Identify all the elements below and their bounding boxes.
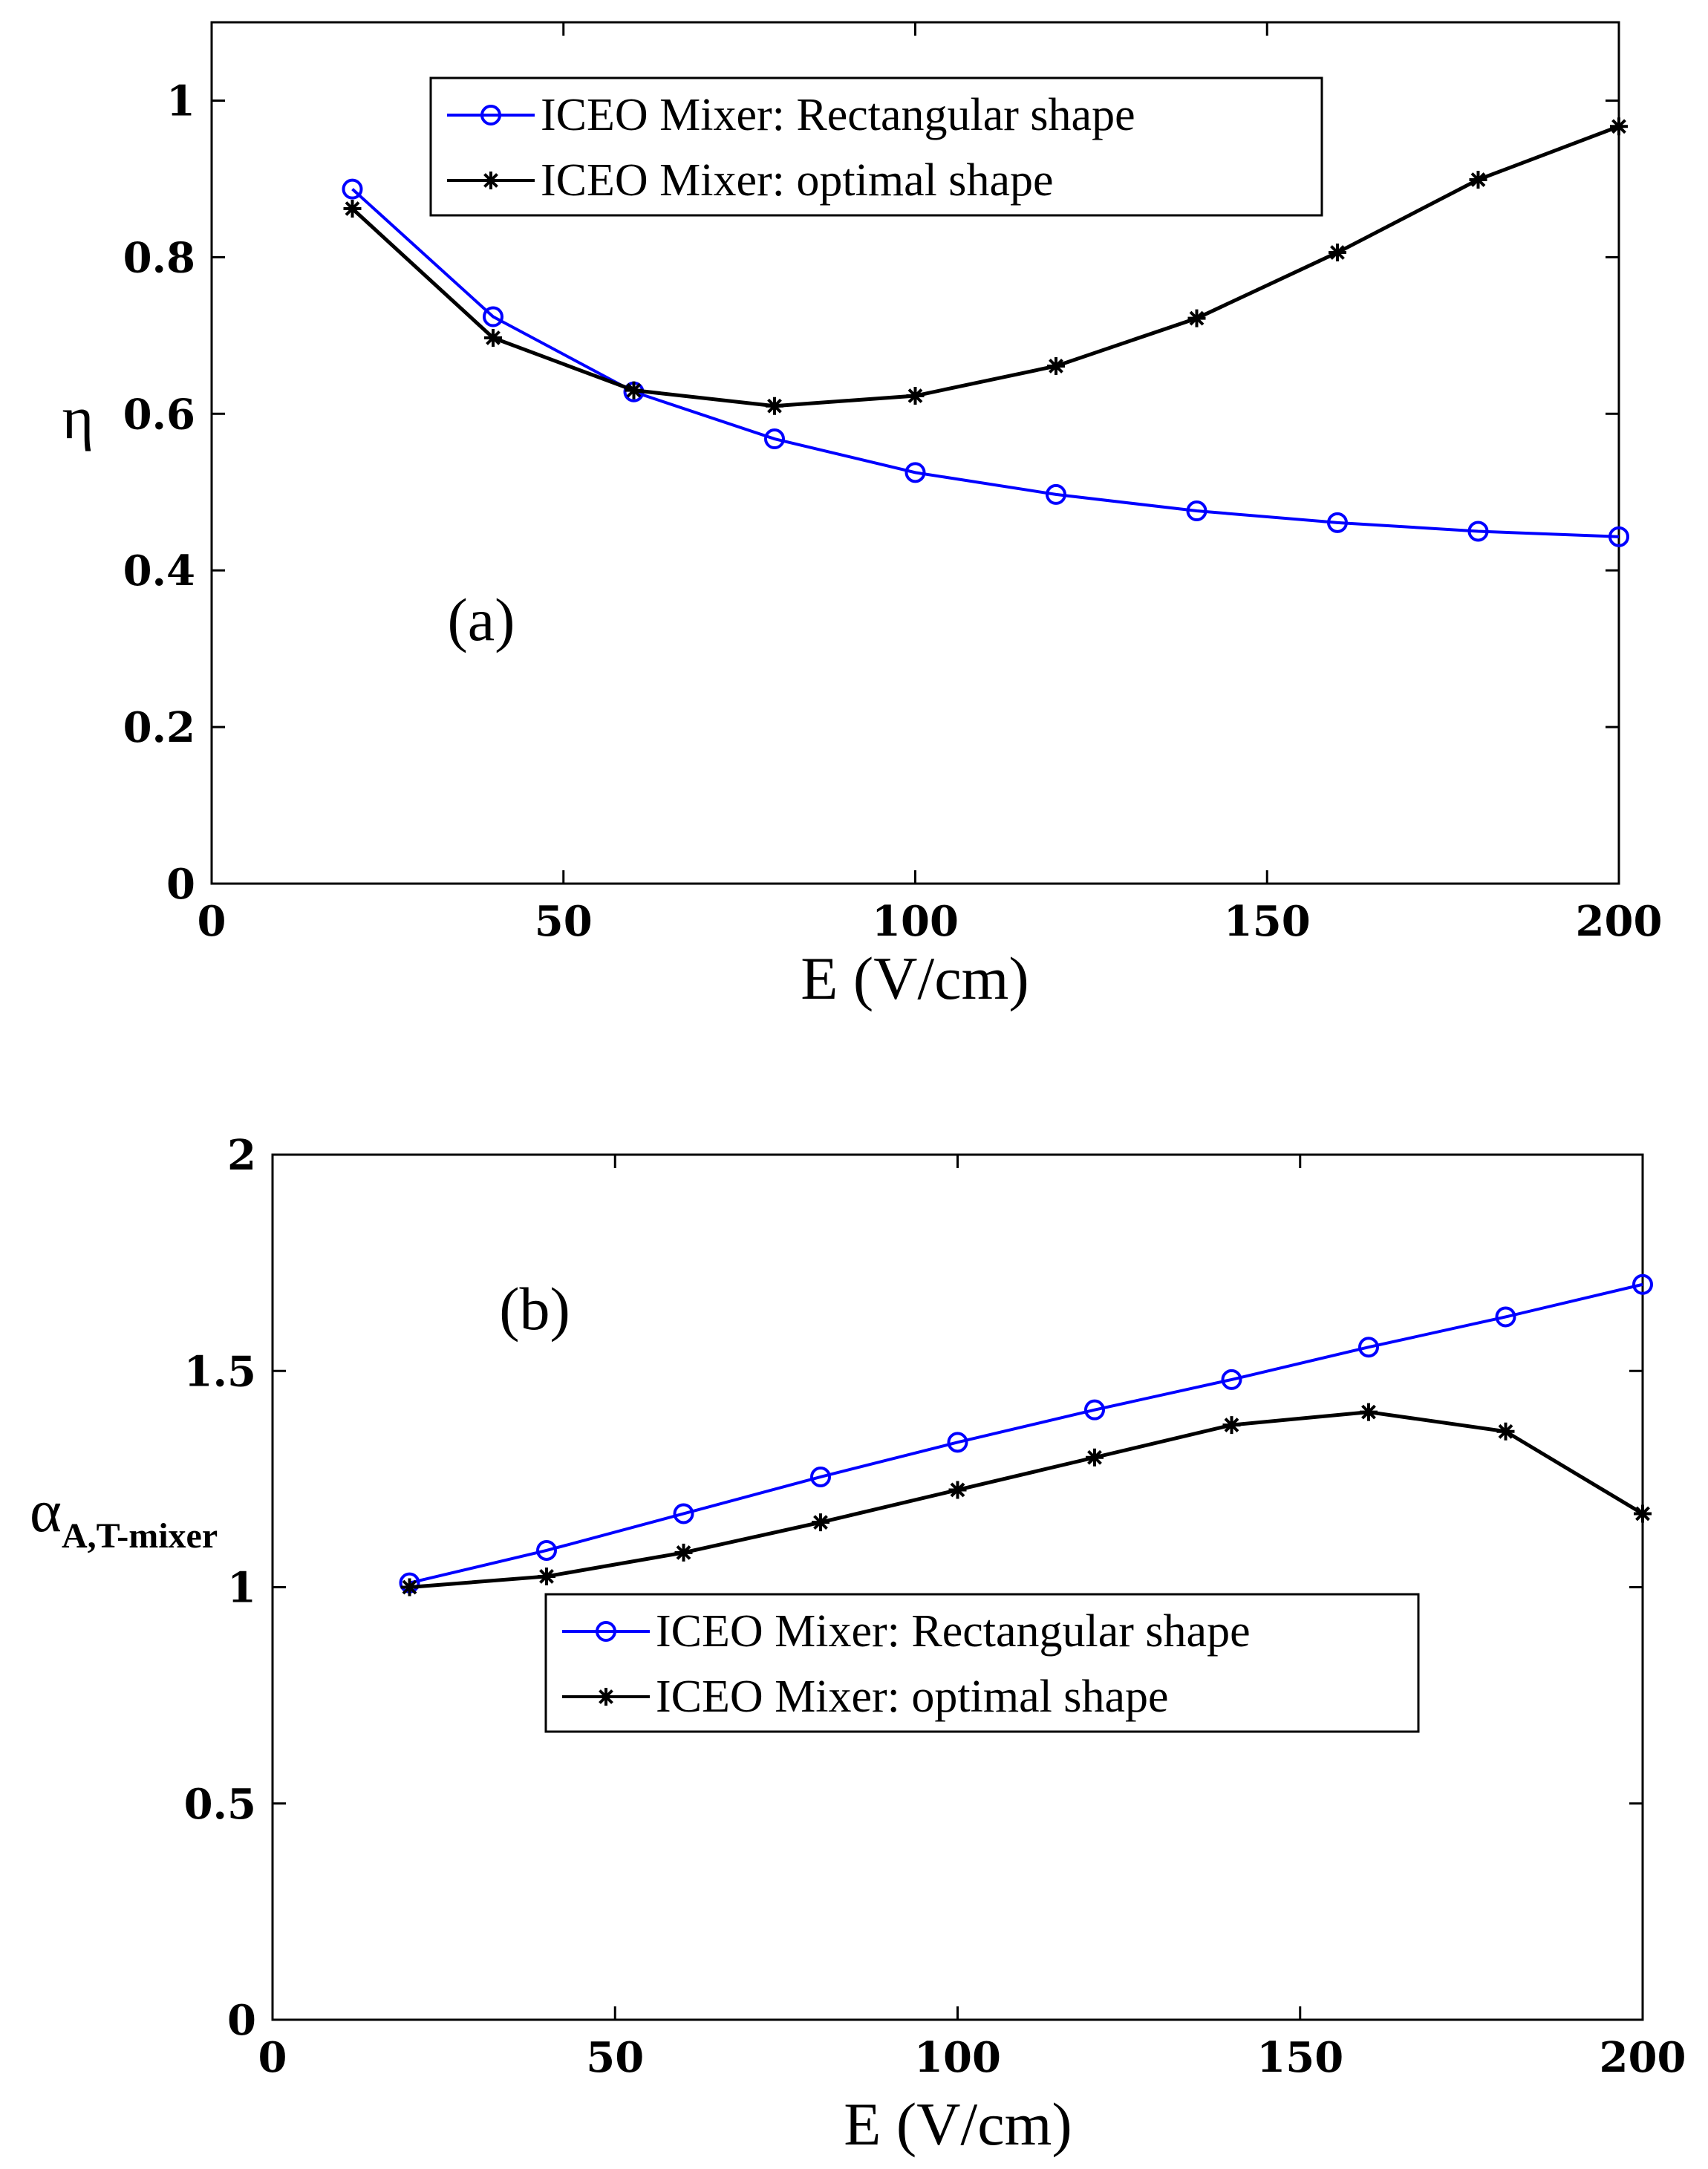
data-point: [1358, 1337, 1379, 1358]
series-line: [351, 124, 1620, 408]
legend-entry-label: ICEO Mixer: Rectangular shape: [541, 90, 1135, 140]
y-tick-label: 1: [227, 1564, 256, 1613]
legend-entry-label: ICEO Mixer: Rectangular shape: [656, 1606, 1251, 1657]
data-point: [1086, 1448, 1104, 1467]
legend-swatch-marker: [482, 172, 500, 189]
y-tick-label: 2: [227, 1131, 256, 1180]
data-point: [1467, 521, 1489, 542]
x-axis-label: E (V/cm): [801, 945, 1029, 1012]
series-optimal-shape: [400, 1403, 1652, 1596]
y-tick-label: 0.4: [123, 547, 195, 596]
data-point: [947, 1432, 968, 1453]
data-point: [1046, 483, 1066, 505]
series-optimal-shape: [343, 117, 1628, 415]
x-tick-label: 150: [1224, 897, 1311, 946]
x-tick-label: 100: [914, 2033, 1001, 2082]
y-axis-label: η: [62, 384, 94, 451]
legend-box: [429, 76, 1323, 217]
y-tick-label: 1: [166, 76, 195, 125]
data-point: [906, 387, 925, 405]
y-tick-label: 0.2: [123, 703, 195, 752]
x-axis-label: E (V/cm): [844, 2090, 1072, 2158]
data-point: [1360, 1403, 1378, 1421]
series-rectangular-shape: [342, 178, 1629, 547]
chart-panel-b: 0 50 100 150 200 0 0.5 1 1.5 2 E (V/cm) αA,T-mixer (…: [30, 1131, 1686, 2158]
plot-frame: [271, 1153, 1644, 2021]
x-tick-label: 0: [258, 2033, 287, 2082]
data-point: [1047, 356, 1065, 375]
y-tick-label: 0.6: [123, 390, 195, 439]
chart-panel-a: 0 50 100 150 200 0 0.2 0.4 0.6 0.8 1 E (V/cm) η (a) IC…: [62, 21, 1663, 1012]
data-point: [1187, 309, 1206, 327]
y-tick-label: 1.5: [184, 1347, 256, 1396]
data-point: [625, 381, 643, 399]
legend-box: [544, 1593, 1420, 1733]
data-point: [400, 1578, 419, 1596]
legend: ICEO Mixer: Rectangular shape ICEO Mixer:…: [429, 76, 1323, 217]
series-line: [409, 1282, 1643, 1585]
x-tick-label: 200: [1576, 897, 1663, 946]
legend-entry-label: ICEO Mixer: optimal shape: [541, 155, 1053, 206]
data-point: [1221, 1369, 1242, 1390]
data-point: [1084, 1399, 1105, 1421]
data-point: [1327, 512, 1348, 533]
y-axis-label: αA,T-mixer: [30, 1477, 218, 1556]
data-point: [948, 1481, 967, 1499]
data-point: [342, 178, 363, 200]
data-point: [1186, 500, 1207, 522]
data-point: [810, 1466, 831, 1487]
legend-swatch-marker: [480, 105, 501, 125]
y-tick-label: 0.8: [123, 233, 195, 282]
legend: ICEO Mixer: Rectangular shape ICEO Mixer:…: [544, 1593, 1420, 1733]
data-point: [1222, 1416, 1241, 1435]
data-point: [1496, 1422, 1515, 1441]
data-point: [1469, 170, 1487, 189]
x-tick-label: 50: [586, 2033, 644, 2082]
data-point: [904, 462, 926, 483]
data-point: [536, 1539, 557, 1561]
legend-swatch-marker: [596, 1621, 616, 1642]
x-tick-label: 0: [198, 897, 226, 946]
data-point: [1632, 1273, 1653, 1295]
data-point: [483, 306, 503, 327]
data-point: [766, 397, 783, 415]
data-point: [1634, 1504, 1652, 1523]
data-point: [812, 1513, 829, 1532]
panel-label: (a): [447, 586, 515, 653]
y-tick-label: 0: [227, 1996, 256, 2045]
x-tick-label: 150: [1256, 2033, 1343, 2082]
data-point: [673, 1503, 694, 1524]
y-axis-label-subscript: A,T-mixer: [62, 1516, 218, 1556]
panel-label: (b): [499, 1275, 570, 1343]
data-point: [1495, 1306, 1516, 1328]
series-line: [409, 1410, 1644, 1589]
data-point: [674, 1543, 693, 1562]
legend-swatch-marker: [597, 1688, 615, 1706]
x-tick-label: 100: [872, 897, 959, 946]
y-tick-label: 0.5: [184, 1780, 256, 1829]
x-tick-label: 200: [1600, 2033, 1686, 2082]
data-point: [764, 428, 785, 450]
data-point: [343, 199, 362, 218]
data-point: [1610, 117, 1628, 136]
series-line: [351, 188, 1620, 538]
data-point: [484, 328, 502, 347]
data-point: [1329, 244, 1346, 262]
legend-entry-label: ICEO Mixer: optimal shape: [656, 1671, 1168, 1722]
y-tick-label: 0: [166, 860, 195, 909]
x-tick-label: 50: [535, 897, 593, 946]
data-point: [1608, 526, 1629, 547]
data-point: [538, 1567, 555, 1585]
series-rectangular-shape: [399, 1273, 1653, 1594]
